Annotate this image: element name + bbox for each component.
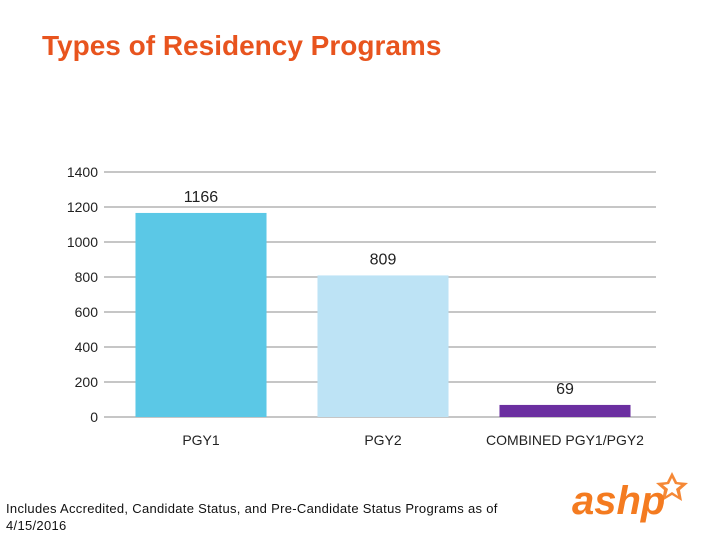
logo-star-icon bbox=[656, 472, 688, 501]
bar-combined-pgy1-pgy2 bbox=[499, 404, 631, 417]
y-tick-label: 200 bbox=[75, 374, 99, 390]
data-label: 69 bbox=[556, 381, 574, 398]
x-category-label: PGY1 bbox=[182, 432, 220, 448]
y-tick-label: 1200 bbox=[67, 199, 98, 215]
data-labels: 1166 809 69 bbox=[184, 189, 574, 398]
y-tick-label: 1400 bbox=[67, 164, 98, 180]
x-axis-labels: PGY1 PGY2 COMBINED PGY1/PGY2 bbox=[182, 432, 644, 448]
logo-text: ashp bbox=[572, 479, 665, 523]
page-title: Types of Residency Programs bbox=[42, 30, 442, 61]
footnote: Includes Accredited, Candidate Status, a… bbox=[6, 501, 498, 533]
y-tick-label: 600 bbox=[75, 304, 99, 320]
bar-pgy2 bbox=[317, 275, 449, 417]
y-tick-label: 400 bbox=[75, 339, 99, 355]
y-tick-label: 1000 bbox=[67, 234, 98, 250]
y-tick-label: 0 bbox=[90, 409, 98, 425]
y-tick-label: 800 bbox=[75, 269, 99, 285]
ashp-logo: ashp bbox=[572, 472, 688, 523]
data-label: 1166 bbox=[184, 189, 219, 206]
x-category-label: COMBINED PGY1/PGY2 bbox=[486, 432, 644, 448]
data-label: 809 bbox=[370, 251, 397, 268]
bar-pgy1 bbox=[135, 212, 267, 417]
x-category-label: PGY2 bbox=[364, 432, 402, 448]
bars bbox=[135, 212, 631, 417]
y-axis-ticks: 0 200 400 600 800 1000 1200 1400 bbox=[67, 164, 98, 425]
